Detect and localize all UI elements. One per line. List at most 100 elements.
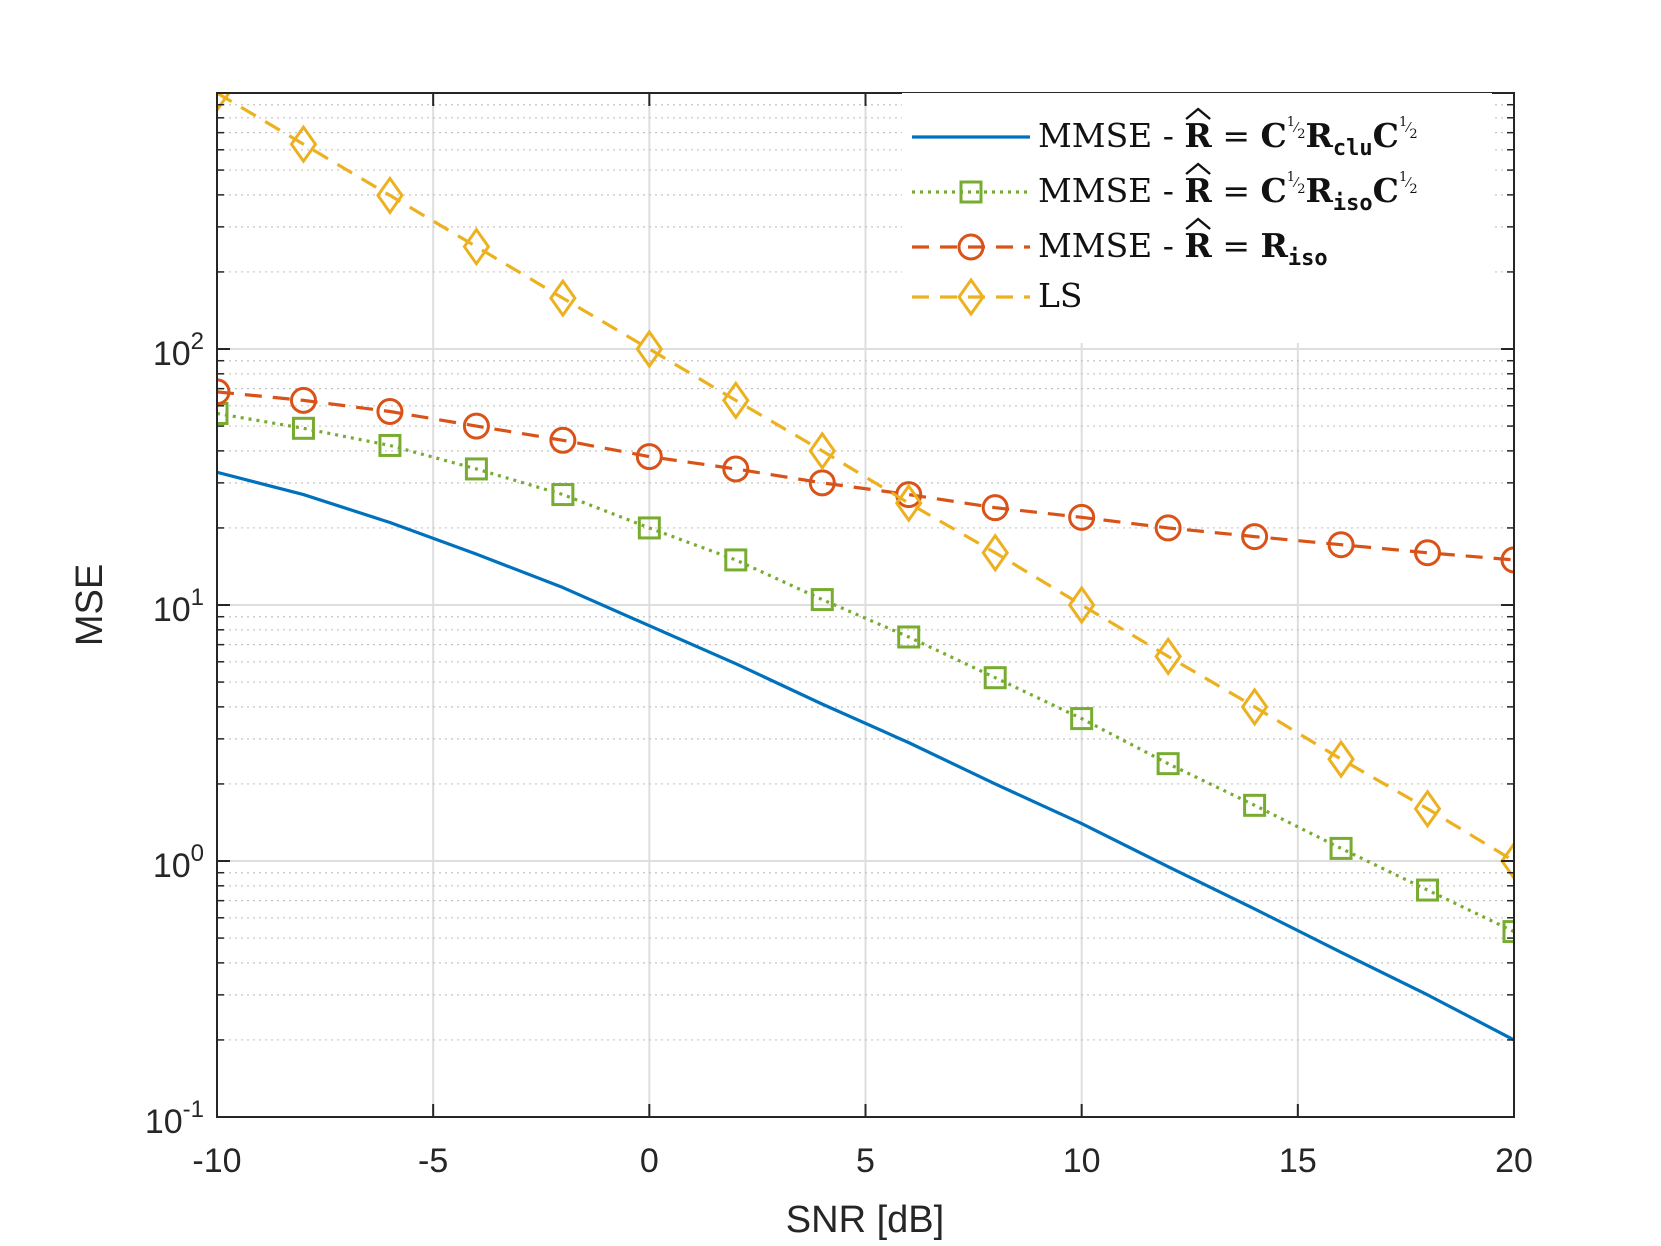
data-point-square [724, 548, 748, 572]
data-point-diamond [808, 431, 837, 471]
y-tick-label: 102 [153, 328, 204, 373]
fraction-den: 2 [1297, 182, 1305, 197]
data-point-square [551, 483, 575, 507]
x-tick-label: 0 [640, 1142, 659, 1180]
fraction-num: 1 [1399, 170, 1407, 185]
data-point-square [1070, 707, 1094, 731]
data-point-square [1156, 752, 1180, 776]
data-point-square [637, 516, 661, 540]
data-point-circle [635, 443, 663, 471]
data-point-square [1243, 793, 1267, 817]
fraction-num: 1 [1287, 115, 1295, 130]
data-point-square [464, 457, 488, 481]
legend-entry-1: MMSE - R = C1⁄2RcluC1⁄2 [912, 107, 1418, 161]
data-point-diamond [721, 380, 750, 420]
fraction-num: 1 [1287, 170, 1295, 185]
series-line [217, 390, 1514, 562]
x-tick-label: 5 [856, 1142, 875, 1180]
fraction-den: 2 [1409, 127, 1417, 142]
data-point-circle [1414, 539, 1442, 567]
series-4 [217, 93, 1514, 881]
data-point-circle [808, 469, 836, 497]
fraction-den: 2 [1297, 127, 1305, 142]
x-axis-label: SNR [dB] [786, 1199, 944, 1241]
axis-ticks [216, 93, 1515, 1118]
data-point-circle [462, 412, 490, 440]
legend-entry-3: MMSE - R = Riso [912, 217, 1328, 271]
data-point-diamond [1154, 636, 1182, 676]
x-tick-label: 15 [1279, 1142, 1317, 1180]
series-2 [217, 401, 1514, 944]
data-point-square [217, 401, 229, 425]
y-axis-label: MSE [69, 564, 111, 646]
legend-entry-2: MMSE - R = C1⁄2RisoC1⁄2 [912, 162, 1418, 216]
data-point-circle [549, 426, 577, 454]
data-point-circle [217, 378, 231, 406]
data-point-square [983, 666, 1007, 690]
data-point-square [291, 416, 315, 440]
data-point-circle [957, 233, 985, 261]
fraction-bar: ⁄ [1292, 121, 1300, 136]
r-hat: R [1184, 226, 1212, 265]
fraction-bar: ⁄ [1404, 176, 1412, 191]
data-point-circle [1500, 546, 1514, 574]
series-1 [217, 470, 1514, 1042]
data-point-diamond [957, 277, 985, 317]
y-tick-label: 101 [153, 584, 204, 629]
y-tick-label: 10-1 [145, 1096, 204, 1141]
r-hat: R [1184, 171, 1212, 210]
x-tick-label: 10 [1063, 1142, 1101, 1180]
data-point-square [1329, 836, 1353, 860]
y-tick-exponent: 1 [191, 584, 204, 611]
data-point-circle [1241, 523, 1269, 551]
hat-accent [1185, 107, 1211, 120]
r-hat: R [1184, 116, 1212, 155]
data-point-square [810, 588, 834, 612]
hat-accent [1185, 217, 1211, 230]
data-point-diamond [549, 278, 577, 318]
data-point-diamond [1240, 687, 1269, 727]
data-point-square [959, 180, 983, 204]
fraction-den: 2 [1409, 182, 1417, 197]
legend-label: LS [1038, 276, 1083, 315]
data-point-diamond [1067, 585, 1096, 625]
data-point-square [1502, 920, 1514, 944]
x-tick-label: -5 [418, 1142, 448, 1180]
y-tick-labels: 10-1 100 101 102 [145, 328, 204, 1141]
data-point-circle [1154, 514, 1182, 542]
data-point-circle [376, 397, 404, 425]
data-point-diamond [1327, 739, 1355, 779]
data-point-diamond [1413, 789, 1442, 829]
data-point-square [378, 433, 402, 457]
series-line [217, 470, 1514, 1042]
fraction-num: 1 [1399, 115, 1407, 130]
data-point-circle [1068, 503, 1096, 531]
y-tick-exponent: 2 [191, 328, 204, 355]
data-point-circle [722, 455, 750, 483]
series-line [217, 411, 1514, 934]
legend-label: MMSE - R = Riso [1038, 226, 1328, 271]
data-point-square [897, 625, 921, 649]
legend-label: MMSE - R = C1⁄2RcluC1⁄2 [1038, 115, 1418, 161]
data-point-diamond [1500, 841, 1514, 881]
y-tick-exponent: -1 [183, 1096, 204, 1123]
legend-entry-4: LS [912, 276, 1083, 317]
legend-box [902, 93, 1492, 343]
data-point-diamond [462, 227, 491, 267]
data-point-diamond [635, 329, 664, 369]
x-tick-label: -10 [192, 1142, 241, 1180]
data-point-diamond [894, 483, 923, 523]
series-layer [217, 93, 1514, 1042]
y-tick-label: 100 [153, 840, 204, 885]
data-point-diamond [376, 175, 404, 216]
data-point-circle [1327, 531, 1355, 559]
legend-label: MMSE - R = C1⁄2RisoC1⁄2 [1038, 170, 1418, 216]
x-tick-label: 20 [1495, 1142, 1533, 1180]
x-tick-labels: -10 -5 0 5 10 15 20 [192, 1142, 1532, 1180]
data-point-diamond [981, 533, 1010, 573]
data-point-circle [289, 386, 317, 414]
data-point-circle [981, 494, 1009, 522]
fraction-bar: ⁄ [1404, 121, 1412, 136]
